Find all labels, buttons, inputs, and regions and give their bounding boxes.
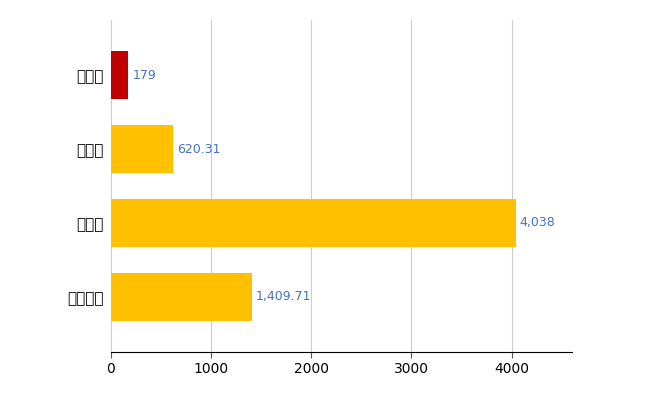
Text: 1,409.71: 1,409.71 xyxy=(256,290,311,303)
Text: 4,038: 4,038 xyxy=(519,216,555,229)
Bar xyxy=(111,199,515,247)
Text: 620.31: 620.31 xyxy=(177,143,220,156)
Bar xyxy=(111,125,173,173)
Bar xyxy=(111,273,252,321)
Bar xyxy=(111,51,129,99)
Text: 179: 179 xyxy=(133,69,156,82)
